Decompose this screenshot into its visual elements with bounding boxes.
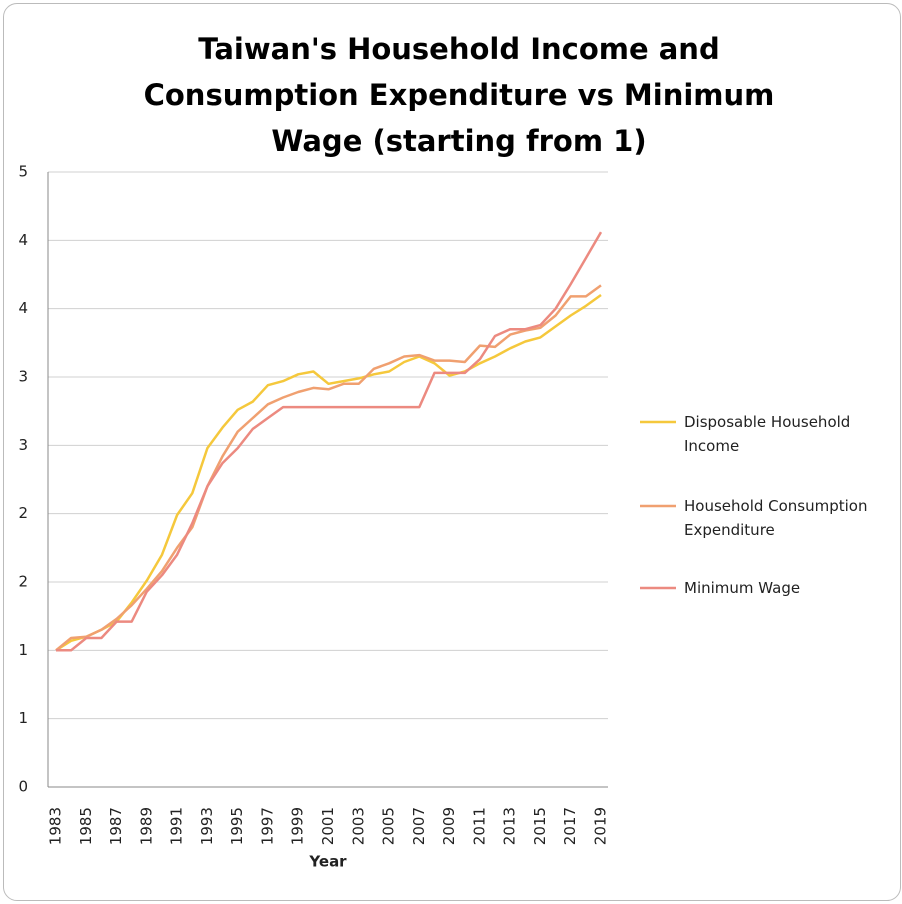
- y-tick-label: 2: [18, 573, 28, 591]
- x-axis-label: Year: [308, 853, 347, 871]
- y-tick-label: 4: [18, 231, 28, 249]
- chart: Year 0 1 1 2 2 3 3 4 4 5 1983 1985 1987 1989 1991 1993 1…: [18, 163, 868, 871]
- y-tick-label: 4: [18, 299, 28, 317]
- series-line: [56, 231, 603, 652]
- x-tick-label: 1991: [168, 807, 186, 845]
- chart-title: Taiwan's Household Income and Consumptio…: [143, 32, 775, 158]
- y-tick-label: 2: [18, 504, 28, 522]
- x-tick-label: 1993: [198, 807, 216, 845]
- x-tick-label: 2009: [440, 807, 458, 845]
- x-tick-label: 1983: [47, 807, 65, 845]
- x-tick-label: 2007: [410, 807, 428, 845]
- series-line: [55, 284, 602, 652]
- x-tick-label: 2019: [592, 807, 610, 845]
- x-tick-label: 2001: [319, 807, 337, 845]
- series-line: [55, 293, 602, 652]
- legend-label: Household Consumption Expenditure: [684, 497, 868, 539]
- y-tick-label: 3: [18, 368, 28, 386]
- legend-label: Disposable Household Income: [684, 413, 850, 455]
- chart-frame: Taiwan's Household Income and Consumptio…: [3, 3, 901, 901]
- x-tick-label: 1997: [258, 807, 276, 845]
- y-tick-label: 1: [18, 709, 28, 727]
- x-tick-label: 2013: [501, 807, 519, 845]
- x-tick-label: 1989: [137, 807, 155, 845]
- x-tick-label: 2011: [470, 807, 488, 845]
- y-tick-label: 5: [18, 163, 28, 181]
- y-tick-label: 3: [18, 436, 28, 454]
- x-tick-label: 2015: [531, 807, 549, 845]
- x-tick-label: 2017: [561, 807, 579, 845]
- legend-label: Minimum Wage: [684, 579, 800, 597]
- y-tick-label: 0: [18, 778, 28, 796]
- x-tick-label: 1987: [107, 807, 125, 845]
- x-tick-label: 1985: [77, 807, 95, 845]
- x-tick-label: 1999: [289, 807, 307, 845]
- x-tick-label: 1995: [228, 807, 246, 845]
- x-tick-label: 2003: [349, 807, 367, 845]
- y-tick-label: 1: [18, 641, 28, 659]
- x-tick-label: 2005: [380, 807, 398, 845]
